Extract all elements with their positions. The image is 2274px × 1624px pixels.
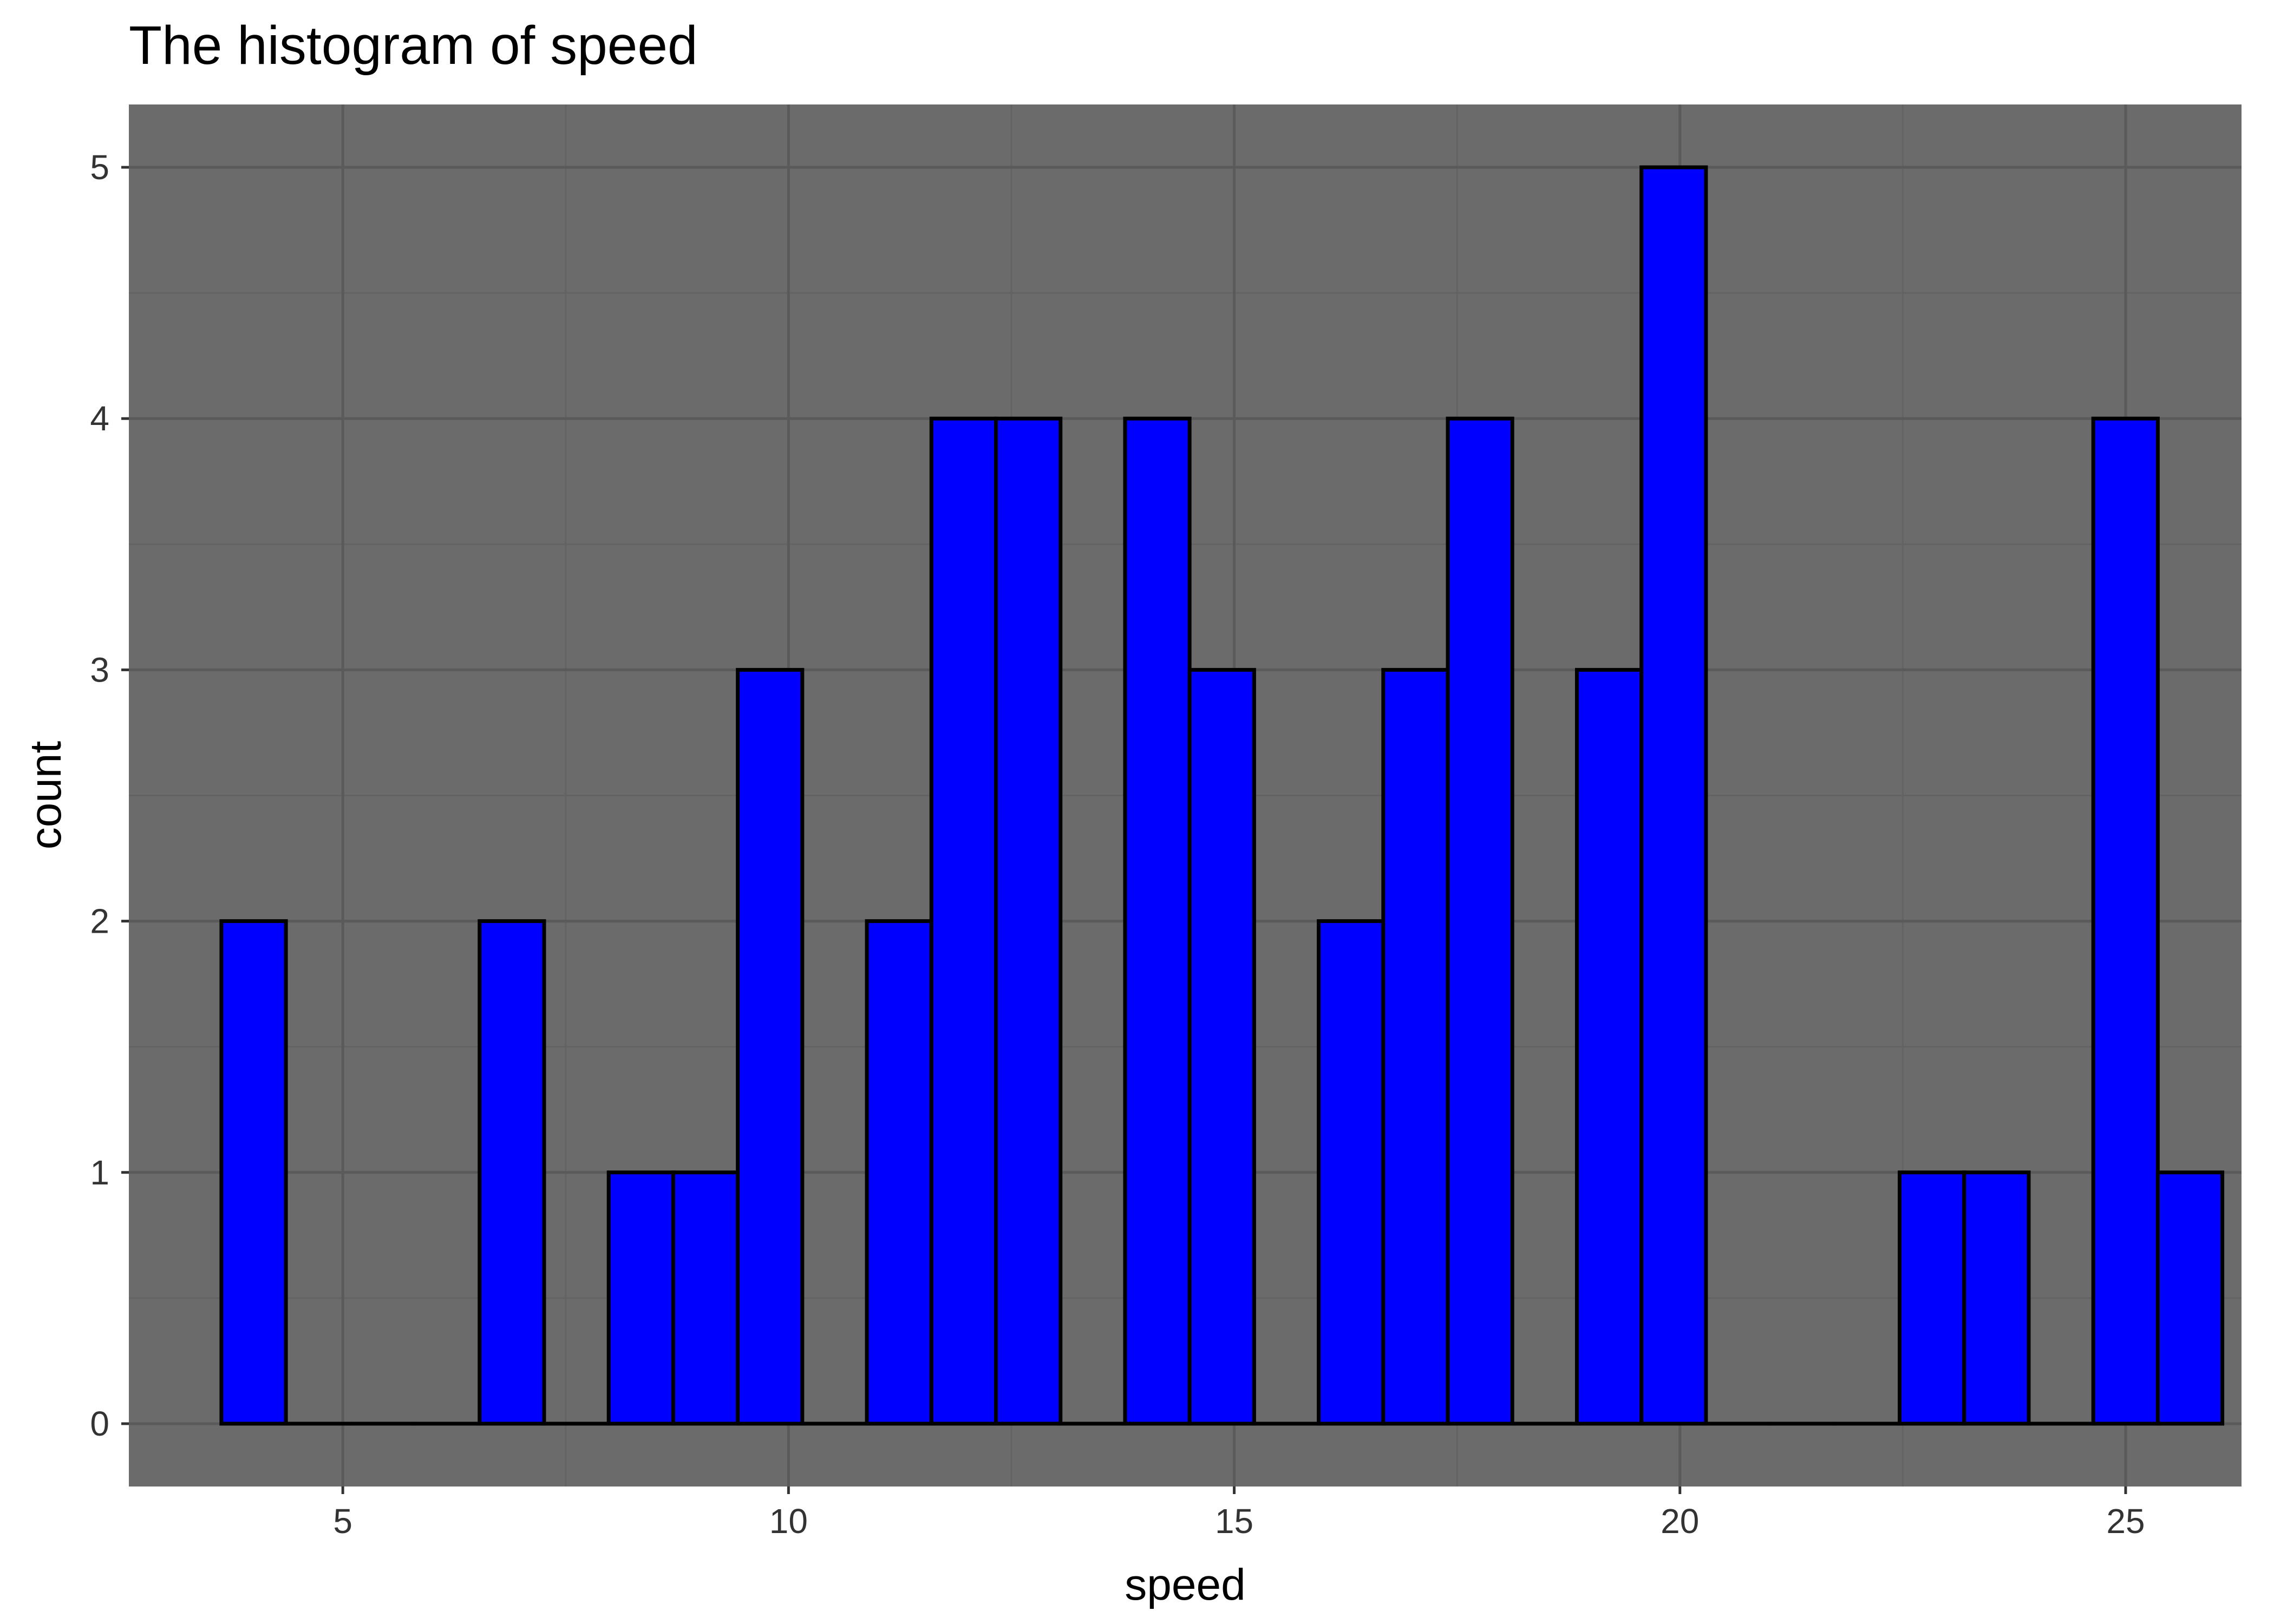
y-tick-label: 1 [90, 1153, 109, 1192]
histogram-bar [865, 919, 933, 1426]
y-tick-label: 0 [90, 1404, 109, 1443]
chart-title: The histogram of speed [129, 15, 698, 76]
histogram-bar [1898, 1170, 1966, 1426]
x-tick-label: 20 [1661, 1502, 1699, 1541]
histogram-bar [1639, 165, 1708, 1426]
histogram-bar [736, 667, 805, 1426]
histogram-bar [1446, 416, 1514, 1426]
x-tick-label: 10 [769, 1502, 808, 1541]
x-tick-label: 25 [2106, 1502, 2145, 1541]
y-axis: 0 1 2 3 4 5 [90, 148, 129, 1443]
histogram-bar [219, 919, 288, 1426]
histogram-bar [994, 416, 1063, 1426]
histogram-bar [1962, 1170, 2031, 1426]
x-axis: 5 10 15 20 25 [333, 1487, 2145, 1541]
histogram-bar [1317, 919, 1386, 1426]
histogram-bar [1381, 667, 1450, 1426]
histogram-bar [2155, 1170, 2225, 1426]
histogram-bar [671, 1170, 740, 1426]
y-tick-label: 4 [90, 399, 109, 438]
histogram-bars [219, 165, 2225, 1426]
x-tick-label: 15 [1215, 1502, 1253, 1541]
histogram-bar [606, 1170, 675, 1426]
x-axis-title: speed [1125, 1560, 1245, 1609]
y-tick-label: 2 [90, 902, 109, 941]
histogram-bar [1123, 416, 1192, 1426]
histogram-bar [1187, 667, 1256, 1426]
histogram-bar [929, 416, 998, 1426]
histogram-bar [1574, 667, 1644, 1426]
y-tick-label: 5 [90, 148, 109, 187]
y-axis-title: count [21, 741, 70, 849]
y-tick-label: 3 [90, 650, 109, 689]
histogram-bar [2091, 416, 2160, 1426]
histogram-bar [478, 919, 546, 1426]
x-tick-label: 5 [333, 1502, 352, 1541]
